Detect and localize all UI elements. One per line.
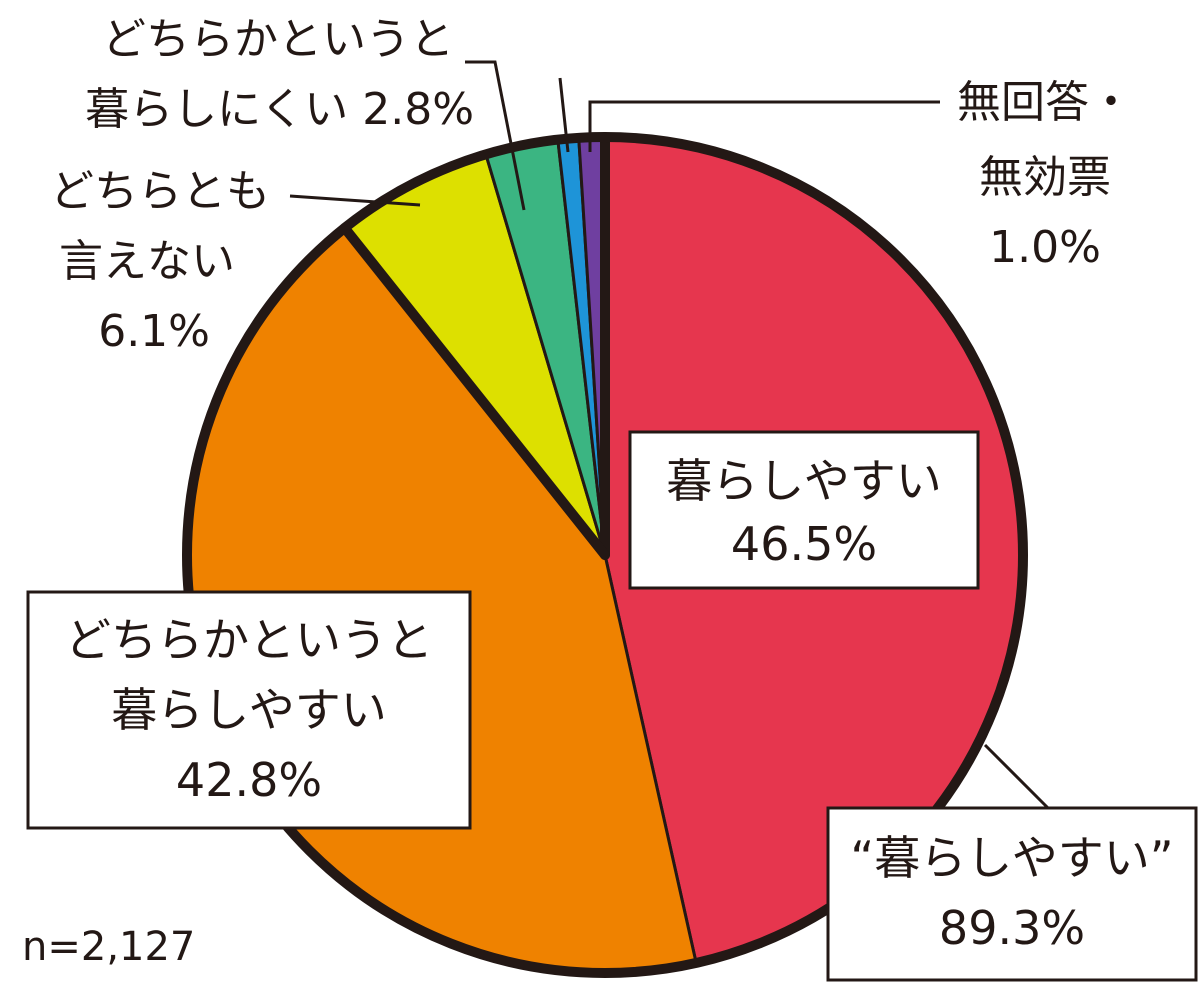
leader-line-no-answer (588, 100, 940, 152)
label-neither-line1: どちらとも (50, 166, 270, 217)
label-total-line1: “暮らしやすい” (850, 831, 1173, 885)
label-box-easy (628, 430, 980, 590)
label-easy-line2: 46.5% (731, 517, 877, 571)
label-somewhat-easy-line1: どちらかというと (65, 613, 433, 667)
leader-lines (289, 60, 1050, 810)
leader-line-blue (558, 77, 570, 153)
label-no-answer-line2: 無効票 (979, 152, 1111, 203)
label-no-answer-line1: 無回答・ (957, 77, 1133, 128)
label-somewhat-hard-line1: どちらかというと (102, 14, 454, 65)
leader-line-total (983, 743, 1050, 810)
label-box-somewhat-easy (26, 590, 472, 830)
label-box-total (826, 806, 1198, 982)
leader-line-neither (289, 194, 421, 207)
pie-slices (182, 132, 1028, 978)
label-no-answer-line3: 1.0% (989, 222, 1101, 273)
label-total-line2: 89.3% (939, 901, 1085, 955)
label-somewhat-easy-line2: 暮らしやすい (111, 683, 387, 737)
label-somewhat-easy-line3: 42.8% (176, 753, 322, 807)
label-neither-line3: 6.1% (98, 306, 210, 357)
label-easy-line1: 暮らしやすい (666, 454, 942, 508)
group-divider-1 (339, 222, 610, 560)
label-neither-line2: 言えない (59, 236, 235, 287)
label-somewhat-hard-line2: 暮らしにくい 2.8% (85, 84, 474, 135)
leader-line-somewhat-hard (465, 60, 526, 211)
sample-size-note: n=2,127 (22, 924, 195, 970)
pie-outline (182, 132, 1028, 978)
